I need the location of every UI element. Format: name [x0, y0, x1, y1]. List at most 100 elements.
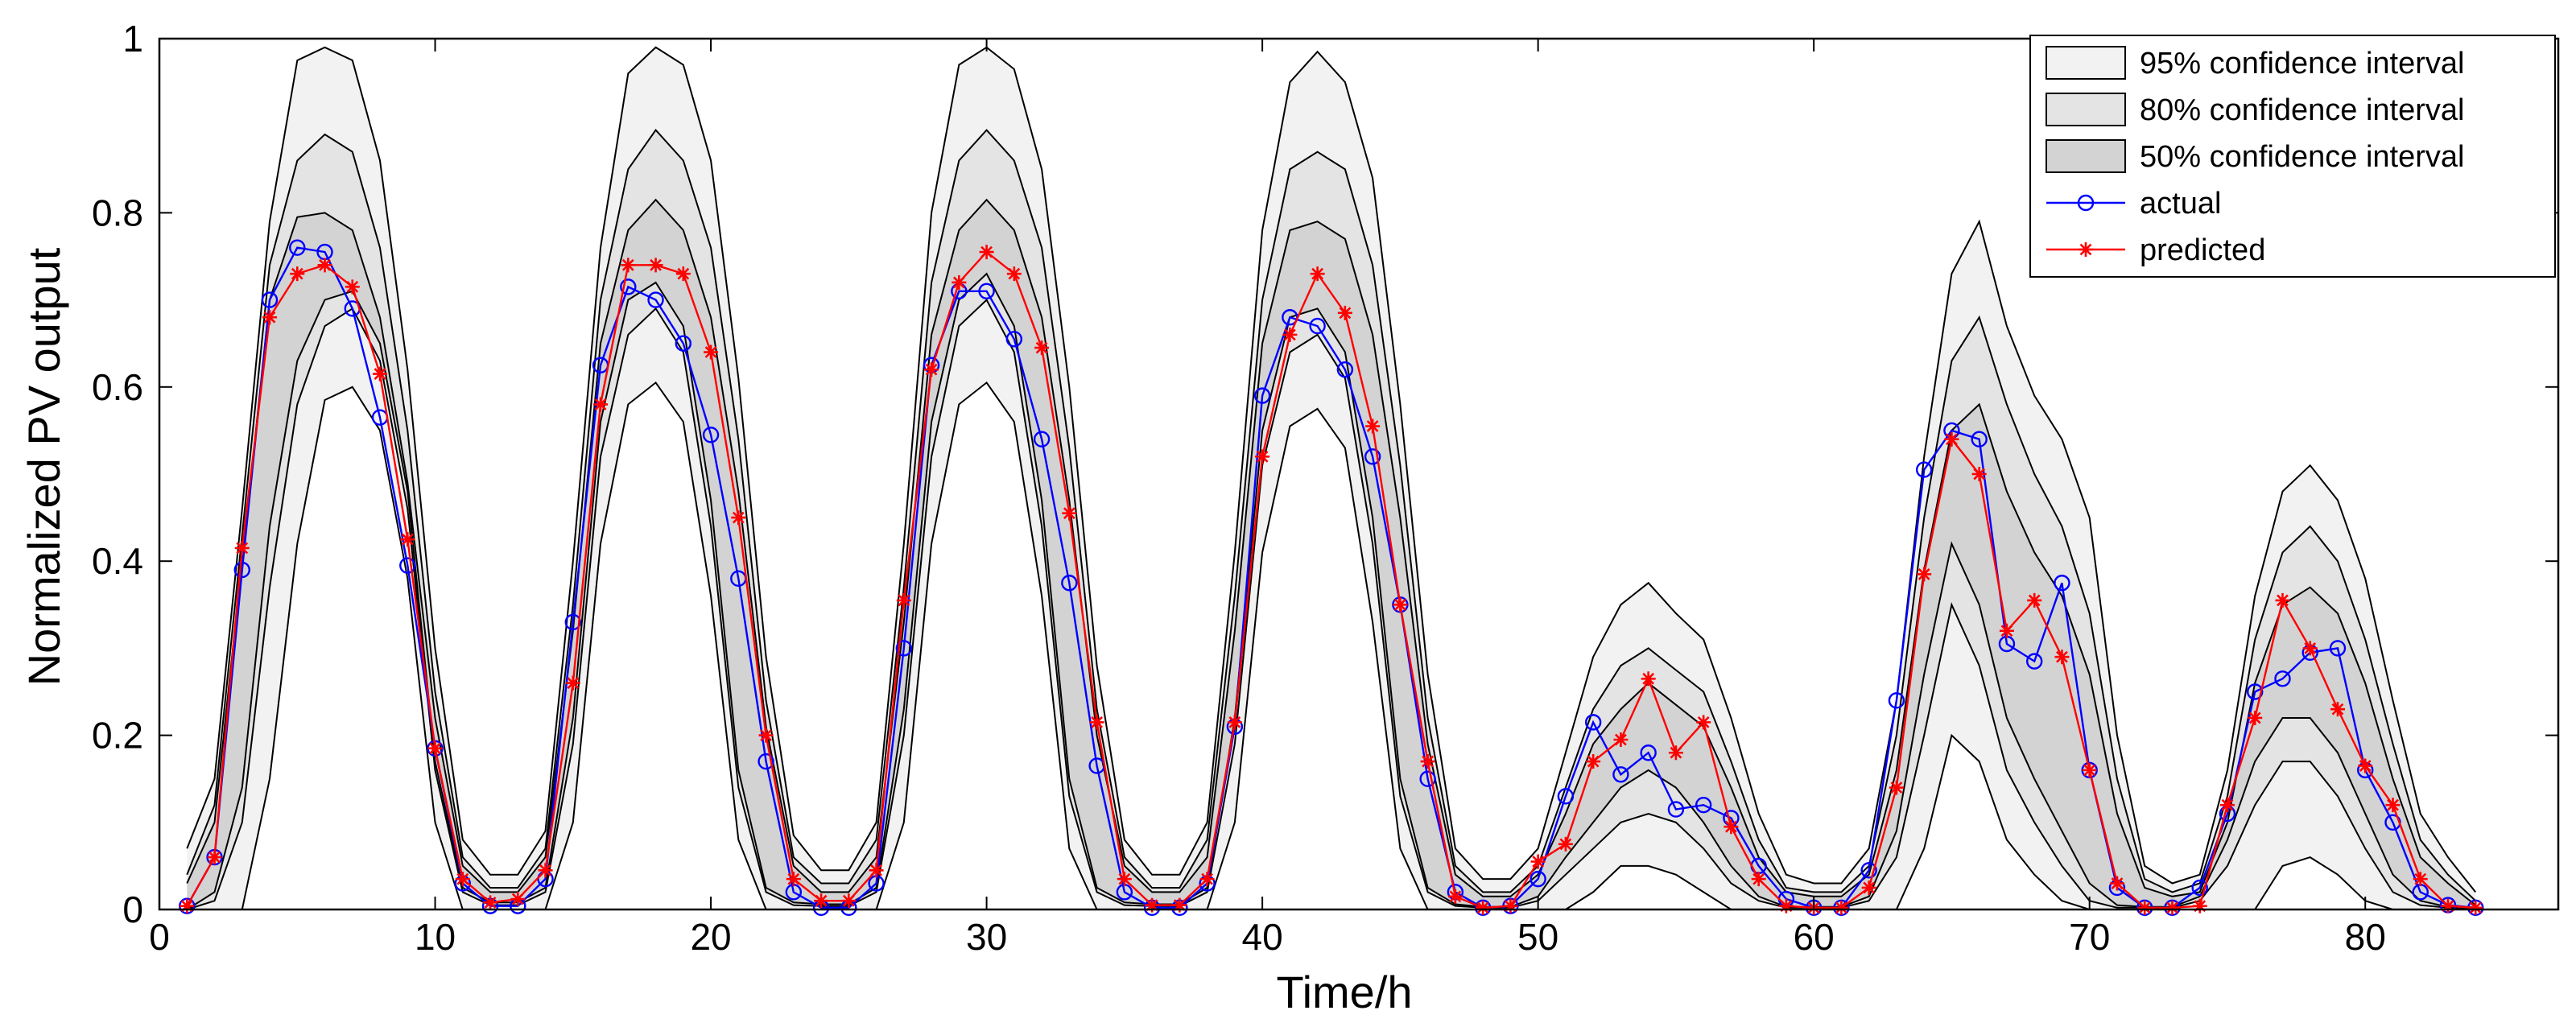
actual-point — [1557, 788, 1575, 805]
x-tick-label: 40 — [1242, 916, 1283, 958]
predicted-point — [2330, 702, 2345, 717]
predicted-point — [2468, 900, 2483, 915]
actual-point — [1667, 801, 1685, 818]
predicted-point — [2248, 710, 2263, 725]
predicted-point — [1751, 872, 1766, 887]
predicted-point — [1337, 305, 1352, 320]
predicted-point — [2385, 798, 2401, 813]
predicted-point — [704, 344, 719, 360]
y-tick-label: 0.4 — [92, 540, 143, 582]
predicted-point — [234, 540, 250, 555]
predicted-point — [952, 274, 967, 290]
y-tick-label: 0.8 — [92, 192, 143, 233]
predicted-point — [1365, 419, 1381, 434]
actual-point — [895, 640, 913, 657]
predicted-point — [1889, 780, 1904, 795]
predicted-point — [1255, 449, 1270, 464]
legend-label: 80% confidence interval — [2140, 93, 2464, 127]
actual-point — [2025, 653, 2043, 670]
actual-point — [2054, 575, 2070, 592]
predicted-point — [1613, 732, 1629, 748]
predicted-point — [1117, 872, 1132, 887]
x-tick-label: 20 — [690, 916, 731, 958]
actual-point — [2191, 879, 2208, 897]
actual-point — [564, 613, 581, 631]
legend-swatch — [2046, 46, 2126, 80]
actual-point — [1640, 744, 1657, 761]
predicted-point — [621, 258, 636, 273]
predicted-point — [1861, 880, 1876, 895]
predicted-point — [2109, 876, 2124, 891]
actual-point — [233, 561, 250, 579]
x-tick-label: 60 — [1794, 916, 1835, 958]
predicted-point — [1034, 340, 1050, 356]
legend-marker — [2079, 242, 2093, 257]
predicted-point — [841, 893, 857, 909]
actual-point — [1419, 770, 1436, 787]
predicted-point — [1558, 836, 1573, 852]
actual-point — [1005, 331, 1023, 348]
predicted-point — [510, 892, 526, 907]
actual-point — [1033, 431, 1051, 448]
predicted-point — [869, 863, 884, 878]
actual-point — [1584, 714, 1602, 731]
predicted-point — [2302, 641, 2318, 656]
predicted-point — [1006, 266, 1022, 282]
actual-point — [620, 278, 637, 295]
predicted-point — [2275, 592, 2290, 608]
predicted-point — [1476, 900, 1491, 915]
legend-label: actual — [2140, 187, 2221, 221]
y-tick-label: 0 — [122, 889, 143, 930]
actual-point — [289, 239, 306, 256]
predicted-point — [979, 245, 994, 260]
legend-label: 95% confidence interval — [2140, 47, 2464, 80]
predicted-point — [2219, 798, 2235, 813]
predicted-point — [896, 592, 911, 608]
predicted-point — [786, 872, 801, 887]
predicted-point — [675, 266, 691, 282]
y-tick-label: 0.2 — [92, 715, 143, 757]
predicted-point — [1089, 715, 1104, 730]
band-80-upper-line — [186, 129, 2476, 901]
predicted-point — [1172, 897, 1187, 913]
actual-point — [1061, 575, 1078, 592]
predicted-point — [1393, 597, 1408, 612]
predicted-point — [2137, 900, 2153, 915]
band-80-lower-line — [186, 298, 2476, 910]
actual-point — [2329, 640, 2347, 657]
predicted-point — [180, 898, 195, 914]
predicted-point — [1310, 266, 1325, 282]
predicted-point — [1586, 754, 1601, 769]
predicted-point — [2413, 872, 2428, 887]
predicted-point — [1503, 898, 1518, 914]
predicted-point — [814, 893, 829, 909]
predicted-point — [648, 258, 663, 273]
y-tick-label: 1 — [122, 18, 143, 60]
predicted-point — [427, 740, 443, 756]
actual-point — [675, 335, 692, 352]
predicted-point — [1668, 745, 1683, 761]
actual-point — [702, 427, 720, 443]
predicted-point — [290, 266, 305, 282]
predicted-point — [317, 258, 332, 273]
legend: 95% confidence interval 80% confidence in… — [2029, 35, 2556, 278]
predicted-point — [1778, 898, 1794, 914]
legend-swatch — [2046, 139, 2126, 173]
actual-point — [1309, 317, 1326, 335]
predicted-point — [2165, 900, 2180, 915]
predicted-point — [1917, 567, 1932, 582]
predicted-point — [1530, 854, 1546, 869]
predicted-point — [2192, 898, 2207, 914]
x-tick-label: 30 — [966, 916, 1007, 958]
predicted-point — [2054, 650, 2070, 665]
predicted-point — [345, 279, 360, 295]
predicted-point — [262, 310, 278, 325]
legend-label: predicted — [2140, 233, 2265, 267]
predicted-point — [2027, 592, 2042, 608]
predicted-point — [400, 532, 415, 547]
predicted-point — [1999, 623, 2014, 638]
band-50-lower-line — [186, 272, 2476, 910]
actual-point — [1530, 870, 1546, 888]
predicted-point — [373, 366, 388, 382]
